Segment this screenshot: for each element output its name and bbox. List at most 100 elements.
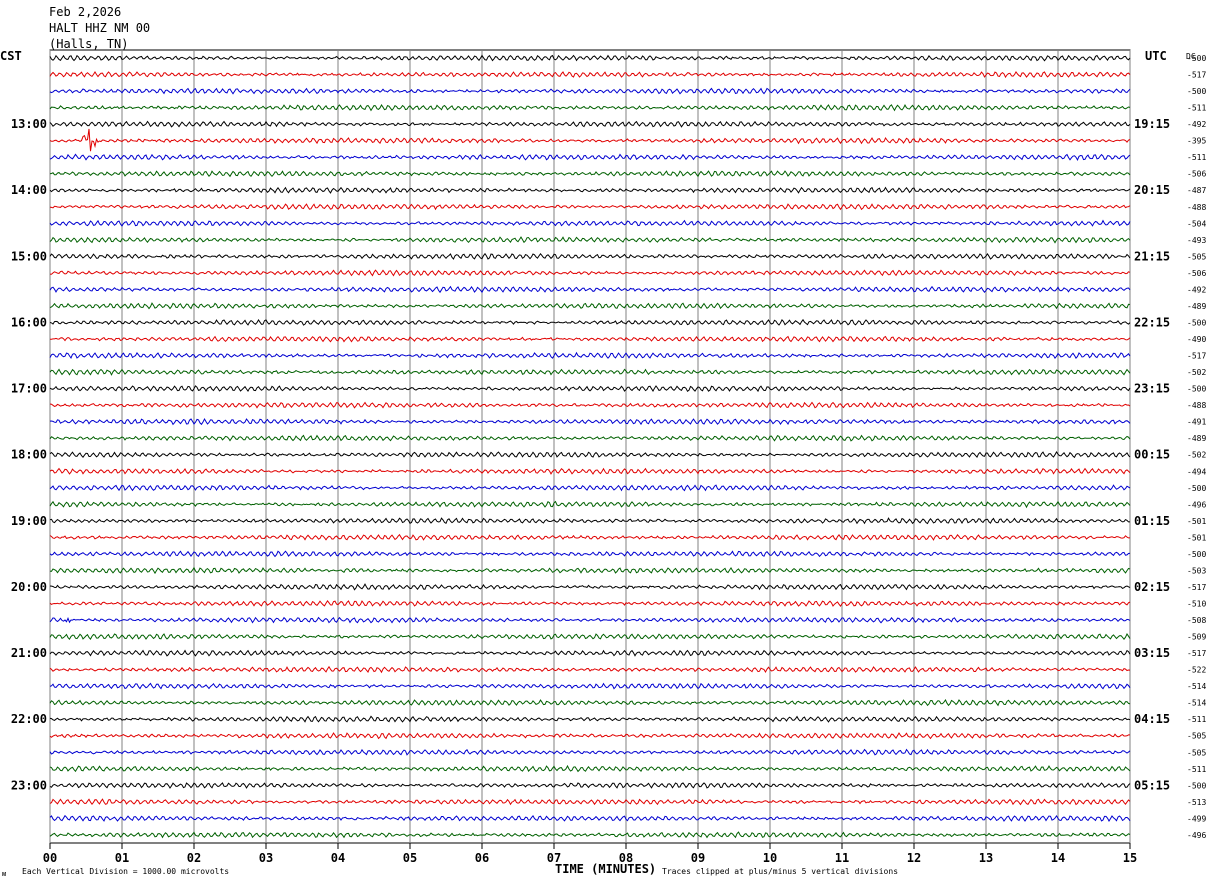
left-time-label: 14:00 bbox=[11, 183, 47, 197]
seismic-trace bbox=[49, 104, 1131, 112]
x-tick-label: 02 bbox=[187, 851, 201, 865]
dc-offset-label: -502 bbox=[1187, 451, 1206, 460]
dc-offset-label: -517 bbox=[1187, 583, 1206, 592]
x-tick-label: 05 bbox=[403, 851, 417, 865]
seismic-trace bbox=[49, 632, 1131, 641]
x-tick-label: 12 bbox=[907, 851, 921, 865]
x-axis-title: TIME (MINUTES) bbox=[555, 862, 656, 876]
left-time-label: 18:00 bbox=[11, 448, 47, 462]
seismic-trace bbox=[49, 434, 1131, 442]
seismic-trace bbox=[49, 385, 1131, 393]
dc-offset-label: -395 bbox=[1187, 137, 1206, 146]
dc-offset-label: -500 bbox=[1187, 781, 1206, 790]
seismic-trace bbox=[49, 285, 1131, 294]
x-tick-label: 07 bbox=[547, 851, 561, 865]
right-time-label: 20:15 bbox=[1134, 183, 1170, 197]
dc-offset-label: -505 bbox=[1187, 748, 1206, 757]
x-tick-label: 00 bbox=[43, 851, 57, 865]
seismic-trace bbox=[49, 153, 1131, 162]
left-time-label: 19:00 bbox=[11, 514, 47, 528]
seismic-trace bbox=[49, 401, 1131, 409]
x-tick-label: 01 bbox=[115, 851, 129, 865]
left-timezone-label: CST bbox=[0, 49, 22, 63]
seismic-trace bbox=[49, 451, 1131, 459]
left-time-label: 22:00 bbox=[11, 712, 47, 726]
seismic-trace bbox=[49, 715, 1131, 723]
seismic-trace bbox=[49, 252, 1131, 260]
seismic-trace bbox=[49, 302, 1131, 310]
right-timezone-label: UTC bbox=[1145, 49, 1167, 63]
dc-offset-label: -504 bbox=[1187, 219, 1206, 228]
right-time-label: 21:15 bbox=[1134, 249, 1170, 263]
seismic-trace bbox=[49, 484, 1131, 492]
dc-offset-label: -500 bbox=[1187, 385, 1206, 394]
left-time-label: 15:00 bbox=[11, 249, 47, 263]
dc-offset-label: -494 bbox=[1187, 467, 1206, 476]
station-header: Feb 2,2026 HALT HHZ NM 00 (Halls, TN) bbox=[49, 4, 150, 52]
seismic-trace bbox=[49, 517, 1130, 525]
dc-offset-label: -514 bbox=[1187, 682, 1206, 691]
seismic-trace bbox=[49, 54, 1131, 62]
seismic-trace bbox=[49, 782, 1131, 789]
x-tick-label: 04 bbox=[331, 851, 345, 865]
left-time-label: 20:00 bbox=[11, 580, 47, 594]
axis-labels: CST UTC DC TIME (MINUTES) 00 01 02 03 04 05 06… bbox=[0, 49, 1206, 876]
record-date: Feb 2,2026 bbox=[49, 5, 122, 19]
x-tick-label: 14 bbox=[1051, 851, 1065, 865]
left-time-label: 16:00 bbox=[11, 315, 47, 329]
x-tick-label: 06 bbox=[475, 851, 489, 865]
seismic-trace bbox=[49, 600, 1131, 607]
seismic-trace bbox=[49, 70, 1131, 79]
right-time-label: 00:15 bbox=[1134, 448, 1170, 462]
seismic-trace bbox=[49, 170, 1131, 178]
dc-offset-label: -511 bbox=[1187, 104, 1206, 113]
dc-offset-label: -493 bbox=[1187, 236, 1206, 245]
seismic-trace bbox=[49, 533, 1130, 541]
left-time-label: 23:00 bbox=[11, 778, 47, 792]
right-time-label: 04:15 bbox=[1134, 712, 1170, 726]
seismic-trace bbox=[49, 814, 1131, 822]
dc-offset-label: -506 bbox=[1187, 269, 1206, 278]
dc-offset-label: -511 bbox=[1187, 715, 1206, 724]
dc-offset-label: -490 bbox=[1187, 335, 1206, 344]
x-tick-label: 15 bbox=[1123, 851, 1137, 865]
plot-frame bbox=[49, 49, 1131, 844]
dc-offset-label: -522 bbox=[1187, 666, 1206, 675]
dc-offset-label: -509 bbox=[1187, 633, 1206, 642]
dc-offset-label: -491 bbox=[1187, 418, 1206, 427]
x-tick-label: 03 bbox=[259, 851, 273, 865]
seismic-trace bbox=[49, 550, 1131, 558]
seismic-trace bbox=[49, 748, 1131, 756]
seismic-trace bbox=[49, 269, 1131, 277]
dc-offset-label: -513 bbox=[1187, 798, 1206, 807]
left-time-label: 13:00 bbox=[11, 117, 47, 131]
dc-offset-label: -501 bbox=[1187, 533, 1206, 542]
seismic-trace bbox=[50, 335, 1131, 343]
seismic-trace bbox=[49, 87, 1131, 95]
dc-offset-label: -511 bbox=[1187, 153, 1206, 162]
dc-offset-label: -503 bbox=[1187, 566, 1206, 575]
seismic-trace bbox=[49, 219, 1131, 227]
dc-offset-label: -496 bbox=[1187, 500, 1206, 509]
dc-offset-label: -506 bbox=[1187, 170, 1206, 179]
dc-offset-label: -500 bbox=[1187, 484, 1206, 493]
seismic-trace bbox=[49, 351, 1131, 360]
dc-offset-label: -500 bbox=[1187, 54, 1206, 63]
clip-note: Traces clipped at plus/minus 5 vertical … bbox=[662, 867, 899, 876]
seismic-trace bbox=[49, 236, 1131, 244]
dc-offset-label: -489 bbox=[1187, 302, 1206, 311]
station-location: (Halls, TN) bbox=[49, 37, 129, 51]
dc-offset-label: -502 bbox=[1187, 368, 1206, 377]
dc-offset-label: -501 bbox=[1187, 517, 1206, 526]
seismic-trace bbox=[49, 128, 1131, 152]
seismic-trace bbox=[49, 203, 1131, 211]
seismic-trace bbox=[49, 318, 1131, 326]
seismic-trace bbox=[49, 831, 1131, 839]
seismic-trace bbox=[49, 665, 1131, 674]
station-code: HALT HHZ NM 00 bbox=[49, 21, 151, 35]
seismic-trace bbox=[49, 368, 1131, 376]
dc-offset-label: -488 bbox=[1187, 401, 1206, 410]
right-time-label: 23:15 bbox=[1134, 382, 1170, 396]
dc-offset-label: -496 bbox=[1187, 831, 1206, 840]
right-time-label: 22:15 bbox=[1134, 315, 1170, 329]
